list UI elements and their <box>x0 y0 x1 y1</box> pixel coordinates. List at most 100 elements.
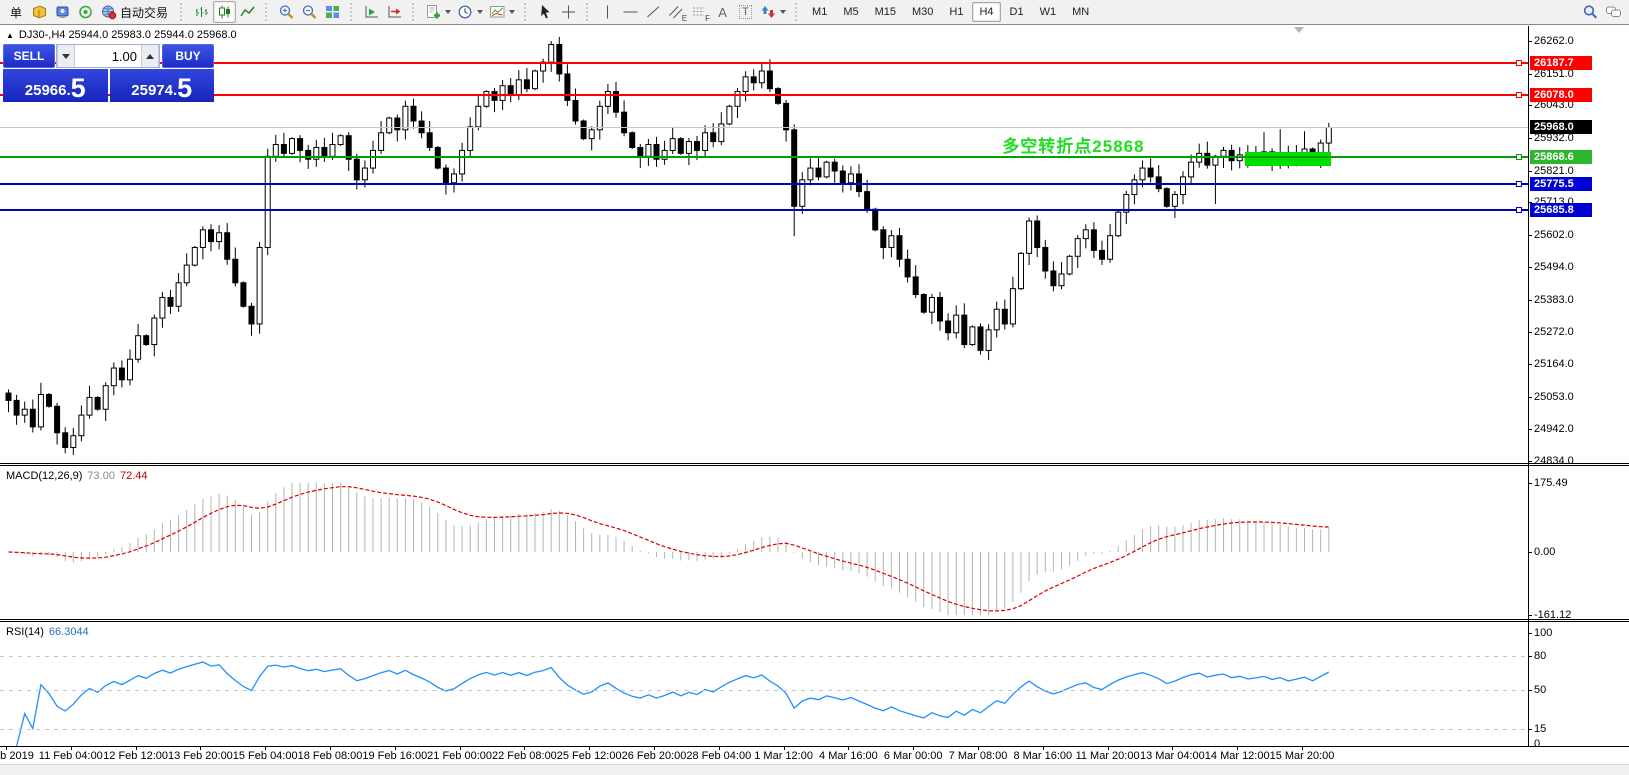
sell-price[interactable]: 25966. 5 <box>3 69 108 102</box>
collapse-panel-icon[interactable]: ▲ <box>6 30 14 40</box>
fibonacci-tool[interactable]: F <box>688 1 711 23</box>
volume-input[interactable] <box>75 45 141 67</box>
panel-divider[interactable] <box>0 619 1629 620</box>
candlestick-chart-button[interactable] <box>213 1 237 23</box>
chat-icon <box>1606 6 1621 17</box>
timeframe-button-m15[interactable]: M15 <box>874 6 896 18</box>
globe-icon <box>102 5 117 20</box>
hline-26187.7[interactable] <box>0 61 1528 64</box>
highlight-rectangle[interactable] <box>1245 151 1332 167</box>
hline-25685.8[interactable] <box>0 209 1528 212</box>
timeframe-button-h1[interactable]: H1 <box>949 6 964 18</box>
hline-end-marker[interactable] <box>1516 207 1522 214</box>
bar-chart-button[interactable] <box>190 1 213 23</box>
text-label-tool[interactable]: T <box>734 1 757 23</box>
chart-scroll-marker <box>1293 27 1304 33</box>
hline-end-marker[interactable] <box>1516 59 1522 66</box>
rsi-axis-label: 50 <box>1534 683 1547 696</box>
cursor-button[interactable] <box>534 1 557 23</box>
hline-end-marker[interactable] <box>1516 92 1522 99</box>
hline-25775.5[interactable] <box>0 183 1528 186</box>
rsi-axis-tick <box>1528 633 1532 634</box>
metaeditor-button[interactable] <box>28 1 51 23</box>
timeframe-button-m5[interactable]: M5 <box>843 6 859 18</box>
new-order-button[interactable]: 单 <box>4 1 28 23</box>
trendline-tool[interactable] <box>642 1 665 23</box>
price-tick-mark <box>1528 105 1532 107</box>
date-tick <box>589 746 591 750</box>
date-label: 8 Mar 16:00 <box>1013 750 1073 762</box>
date-label: 22 Feb 08:00 <box>491 750 557 762</box>
signals-button[interactable] <box>74 1 97 23</box>
price-tick-label: 25383.0 <box>1534 293 1574 306</box>
channel-sub-label: E <box>681 14 688 23</box>
candlestick-canvas[interactable] <box>0 26 1528 463</box>
autotrading-button[interactable]: 自动交易 <box>97 1 174 23</box>
chat-button[interactable] <box>1602 1 1625 23</box>
sell-price-sup: 5 <box>70 73 86 104</box>
line-chart-button[interactable] <box>236 1 259 23</box>
chart-shift-button[interactable] <box>383 1 406 23</box>
zoom-in-button[interactable] <box>275 1 298 23</box>
toolbar: 单 <box>0 0 1629 25</box>
vertical-line-icon <box>607 5 609 19</box>
panel-divider[interactable] <box>0 621 1629 622</box>
hline-end-marker[interactable] <box>1516 181 1522 188</box>
rsi-value: 66.3044 <box>48 626 89 638</box>
panel-divider[interactable] <box>0 465 1629 466</box>
date-tick <box>1302 746 1303 750</box>
hline-end-marker[interactable] <box>1516 153 1522 160</box>
rsi-axis-tick <box>1528 689 1532 691</box>
templates-button[interactable] <box>486 1 518 23</box>
panel-divider[interactable] <box>0 463 1629 464</box>
market-watch-button[interactable] <box>51 1 74 23</box>
crosshair-button[interactable] <box>557 1 580 23</box>
price-tick-label: 25494.0 <box>1534 260 1574 273</box>
price-tick-mark <box>1528 235 1532 237</box>
price-tick-label: 25932.0 <box>1534 132 1574 145</box>
main-chart-panel[interactable] <box>0 26 1528 463</box>
timeframe-button-d1[interactable]: D1 <box>1009 6 1024 18</box>
text-tool[interactable]: A <box>711 1 734 23</box>
hline-26078.0[interactable] <box>0 94 1528 97</box>
toolbar-separator <box>265 3 271 21</box>
macd-axis-label: 175.49 <box>1534 477 1568 489</box>
time-axis-line <box>0 746 1629 747</box>
rsi-axis-tick <box>1528 655 1532 657</box>
price-tag-25775.5: 25775.5 <box>1530 177 1592 192</box>
sell-button[interactable]: SELL <box>3 44 55 68</box>
timeframe-button-m30[interactable]: M30 <box>912 6 934 18</box>
buy-price[interactable]: 25974. 5 <box>109 69 214 102</box>
tile-windows-button[interactable] <box>321 1 344 23</box>
cursor-icon <box>541 5 550 19</box>
dropdown-caret-icon <box>445 10 452 14</box>
timeframe-button-w1[interactable]: W1 <box>1039 6 1057 18</box>
zoom-out-button[interactable] <box>298 1 321 23</box>
rsi-label: RSI(14) 66.3044 <box>6 626 89 638</box>
auto-scroll-button[interactable] <box>360 1 383 23</box>
search-icon <box>1583 5 1598 19</box>
volume-decrease-button[interactable] <box>57 45 75 67</box>
periods-button[interactable] <box>454 1 486 23</box>
volume-increase-button[interactable] <box>141 45 159 67</box>
price-tag-26187.7: 26187.7 <box>1530 55 1592 70</box>
timeframe-button-h4[interactable]: H4 <box>972 2 1001 22</box>
chart-annotation-text[interactable]: 多空转折点25868 <box>1002 137 1145 157</box>
auto-scroll-icon <box>365 6 379 18</box>
horizontal-line-icon <box>623 11 638 13</box>
timeframe-button-mn[interactable]: MN <box>1072 6 1090 18</box>
rsi-panel[interactable] <box>0 622 1528 746</box>
timeframe-button-m1[interactable]: M1 <box>812 6 828 18</box>
search-button[interactable] <box>1579 1 1602 23</box>
horizontal-line-tool[interactable] <box>619 1 642 23</box>
buy-button[interactable]: BUY <box>162 44 214 68</box>
price-tick-mark <box>1528 299 1532 301</box>
equidistant-channel-tool[interactable]: E <box>665 1 688 23</box>
arrows-tool[interactable] <box>757 1 789 23</box>
hline-25868.6[interactable] <box>0 155 1528 158</box>
price-tick-label: 24942.0 <box>1534 423 1574 436</box>
vertical-line-tool[interactable] <box>596 1 619 23</box>
macd-panel[interactable] <box>0 466 1528 619</box>
hline-25968.0[interactable] <box>0 126 1528 128</box>
indicators-button[interactable] <box>422 1 454 23</box>
